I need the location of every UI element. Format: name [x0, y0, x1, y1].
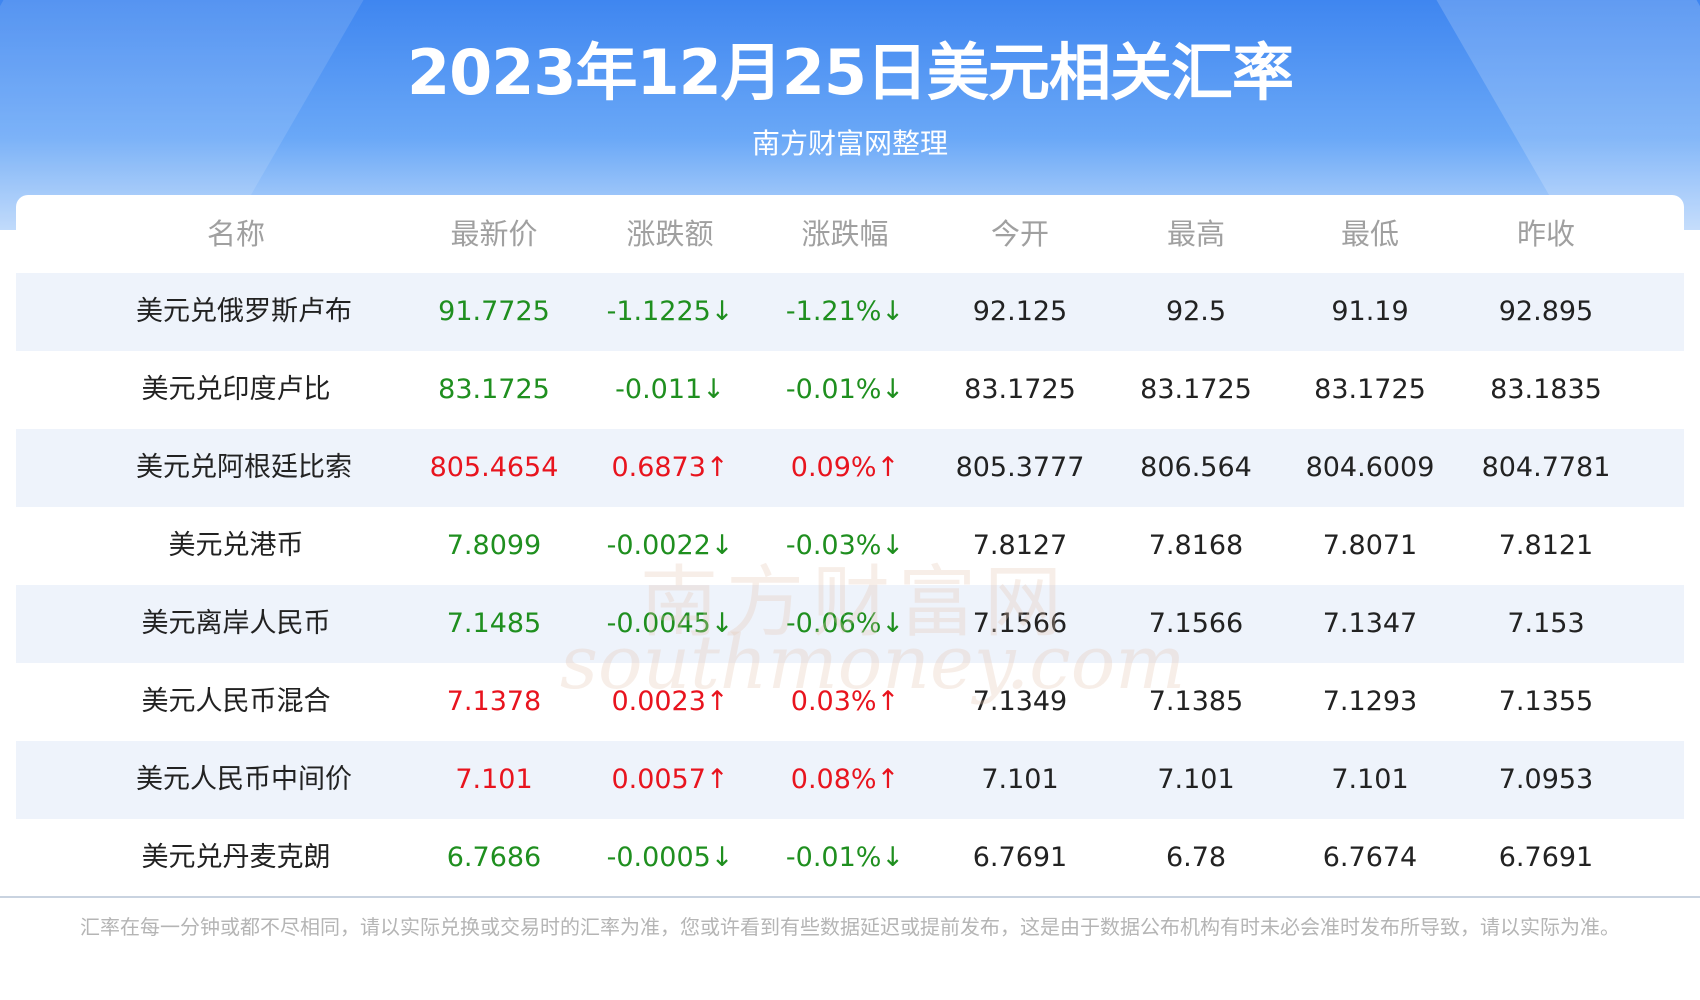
cell: 92.895	[1498, 296, 1594, 327]
cell: 7.8099	[446, 530, 542, 561]
watermark: 南方财富网	[640, 558, 1071, 648]
cell: 7.1385	[1148, 686, 1244, 717]
cell: 7.8121	[1498, 530, 1594, 561]
cell: 6.7674	[1322, 842, 1418, 873]
cell: 7.101	[1157, 764, 1235, 795]
cell: 7.0953	[1498, 764, 1594, 795]
cell: -0.03%↓	[785, 530, 905, 561]
cell: 7.1566	[972, 608, 1068, 639]
column-header: 最低	[1340, 217, 1399, 251]
table-row: 美元人民币混合 7.1378 0.0023↑ 0.03%↑ 7.1349 7.1385 7.…	[16, 663, 1684, 741]
cell: 0.0057↑	[611, 764, 729, 795]
table-row: 美元兑阿根廷比索 805.4654 0.6873↑ 0.09%↑ 805.3777 806…	[16, 429, 1684, 507]
row-name: 美元兑阿根廷比索	[136, 452, 352, 483]
cell: 0.08%↑	[790, 764, 900, 795]
column-header: 昨收	[1516, 217, 1575, 251]
table-row: 美元兑印度卢比 83.1725 -0.011↓ -0.01%↓ 83.1725 83.17…	[16, 351, 1684, 429]
column-header: 名称	[206, 217, 265, 251]
row-name: 美元兑俄罗斯卢布	[136, 296, 352, 327]
cell: 0.0023↑	[611, 686, 729, 717]
title: 2023年12月25日美元相关汇率	[406, 36, 1294, 109]
cell: -0.01%↓	[785, 374, 905, 405]
cell: 83.1725	[438, 374, 550, 405]
cell: -0.0005↓	[606, 842, 734, 873]
cell: 7.101	[981, 764, 1059, 795]
column-header: 涨跌幅	[801, 217, 889, 251]
cell: 6.7691	[1498, 842, 1594, 873]
cell: 7.1349	[972, 686, 1068, 717]
column-header: 最新价	[450, 217, 538, 251]
column-header: 今开	[990, 217, 1049, 251]
cell: 6.78	[1165, 842, 1227, 873]
row-name: 美元兑港币	[168, 530, 304, 561]
cell: 92.5	[1165, 296, 1227, 327]
cell: 6.7686	[446, 842, 542, 873]
cell: -0.0022↓	[606, 530, 734, 561]
header-banner: 2023年12月25日美元相关汇率 南方财富网整理	[0, 0, 1700, 230]
cell: 83.1725	[964, 374, 1076, 405]
cell: -0.011↓	[615, 374, 725, 405]
cell: 7.1355	[1498, 686, 1594, 717]
row-name: 美元人民币中间价	[136, 764, 352, 795]
cell: 7.8071	[1322, 530, 1418, 561]
divider	[0, 896, 1700, 898]
table-row: 美元兑俄罗斯卢布 91.7725 -1.1225↓ -1.21%↓ 92.125 92.5…	[16, 273, 1684, 351]
cell: 806.564	[1140, 452, 1252, 483]
cell: 7.1293	[1322, 686, 1418, 717]
cell: -0.06%↓	[785, 608, 905, 639]
cell: -1.1225↓	[606, 296, 734, 327]
cell: 0.03%↑	[790, 686, 900, 717]
subtitle: 南方财富网整理	[751, 127, 948, 160]
cell: 0.09%↑	[790, 452, 900, 483]
cell: 7.1566	[1148, 608, 1244, 639]
table-row: 美元离岸人民币 7.1485 -0.0045↓ -0.06%↓ 7.1566 7.1566…	[16, 585, 1684, 663]
cell: 92.125	[972, 296, 1068, 327]
cell: 804.6009	[1305, 452, 1435, 483]
table-row: 美元兑丹麦克朗 6.7686 -0.0005↓ -0.01%↓ 6.7691 6.78 6.…	[16, 819, 1684, 897]
cell: -0.01%↓	[785, 842, 905, 873]
cell: 805.4654	[429, 452, 559, 483]
cell: 7.1485	[446, 608, 542, 639]
cell: 7.101	[455, 764, 533, 795]
cell: -1.21%↓	[785, 296, 905, 327]
cell: 6.7691	[972, 842, 1068, 873]
cell: -0.0045↓	[606, 608, 734, 639]
cell: 805.3777	[955, 452, 1085, 483]
column-header: 涨跌额	[626, 217, 714, 251]
row-name: 美元兑印度卢比	[141, 374, 331, 405]
table-row: 美元兑港币 7.8099 -0.0022↓ -0.03%↓ 7.8127 7.8168 7.…	[16, 507, 1684, 585]
row-name: 美元兑丹麦克朗	[141, 842, 331, 873]
cell: 7.101	[1331, 764, 1409, 795]
cell: 0.6873↑	[611, 452, 729, 483]
cell: 7.8168	[1148, 530, 1244, 561]
cell: 83.1725	[1140, 374, 1252, 405]
cell: 7.153	[1507, 608, 1585, 639]
cell: 83.1835	[1490, 374, 1602, 405]
table: 名称 最新价 涨跌额 涨跌幅 今开 最高 最低 昨收美元兑俄罗斯卢布 91.7725 -1.122…	[16, 195, 1684, 897]
cell: 91.19	[1331, 296, 1409, 327]
cell: 91.7725	[438, 296, 550, 327]
cell: 7.8127	[972, 530, 1068, 561]
footer-note: 汇率在每一分钟或都不尽相同，请以实际兑换或交易时的汇率为准，您或许看到有些数据延…	[80, 915, 1620, 939]
watermark: southmoney.com	[560, 620, 1186, 706]
header-row: 名称 最新价 涨跌额 涨跌幅 今开 最高 最低 昨收	[16, 195, 1684, 273]
row-name: 美元离岸人民币	[141, 608, 331, 639]
cell: 7.1347	[1322, 608, 1418, 639]
cell: 83.1725	[1314, 374, 1426, 405]
row-name: 美元人民币混合	[141, 686, 331, 717]
column-header: 最高	[1166, 217, 1225, 251]
table-row: 美元人民币中间价 7.101 0.0057↑ 0.08%↑ 7.101 7.101 7.10…	[16, 741, 1684, 819]
cell: 804.7781	[1481, 452, 1611, 483]
cell: 7.1378	[446, 686, 542, 717]
